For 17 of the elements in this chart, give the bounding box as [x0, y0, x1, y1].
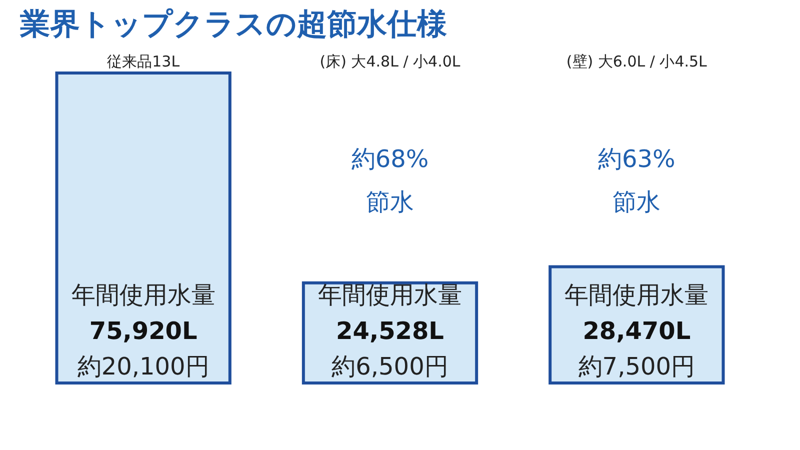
- x-tick-label: 従来品13L: [107, 52, 180, 70]
- annotation: 年間使用水量: [71, 281, 216, 310]
- annotation: 約6,500円: [332, 352, 448, 380]
- annotation: 約63%: [598, 144, 676, 173]
- data-label: 28,470L: [582, 316, 691, 345]
- annotation: 節水: [366, 188, 414, 216]
- annotation: 約68%: [351, 144, 429, 173]
- annotation: 年間使用水量: [564, 281, 709, 310]
- x-tick-label: (壁) 大6.0L / 小4.5L: [566, 52, 708, 70]
- data-label: 24,528L: [336, 316, 444, 345]
- x-tick-label: (床) 大4.8L / 小4.0L: [320, 52, 461, 70]
- chart-title: 業界トップクラスの超節水仕様: [19, 7, 447, 42]
- annotation: 節水: [612, 188, 661, 216]
- annotation: 約20,100円: [77, 352, 210, 380]
- data-label: 75,920L: [89, 316, 198, 345]
- annotation: 約7,500円: [578, 352, 696, 380]
- annotation: 年間使用水量: [318, 281, 462, 310]
